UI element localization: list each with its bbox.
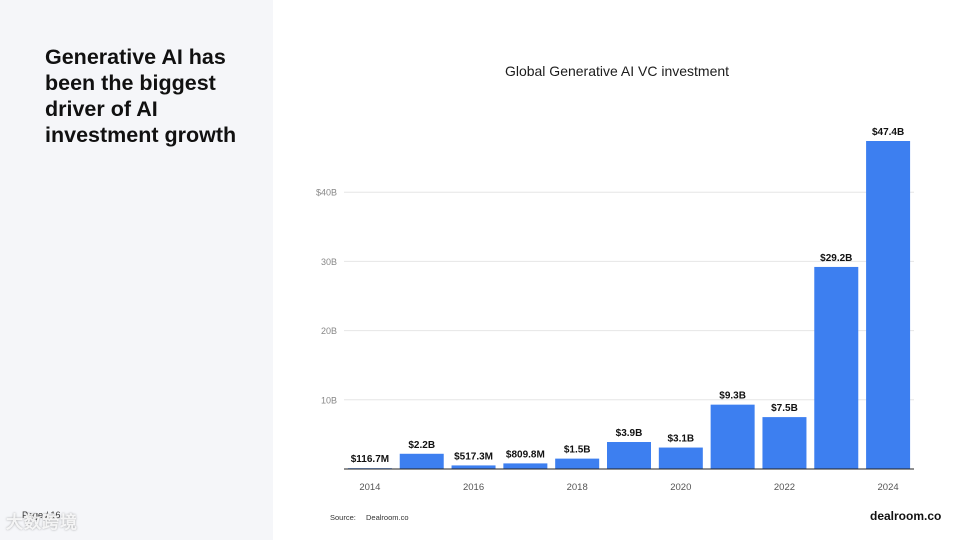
data-label-2019: $3.9B xyxy=(616,428,643,439)
chart-title: Global Generative AI VC investment xyxy=(504,63,730,79)
brand-logo: dealroom.co xyxy=(870,509,942,523)
x-tick-label: 2022 xyxy=(774,482,795,493)
data-label-2016: $517.3M xyxy=(454,451,493,462)
bar-2016 xyxy=(451,465,496,469)
headline: Generative AI has been the biggest drive… xyxy=(45,45,237,147)
y-tick-label: 30B xyxy=(321,257,337,267)
bar-2018 xyxy=(555,458,600,469)
x-tick-label: 2016 xyxy=(463,482,484,493)
bar-2019 xyxy=(607,442,651,469)
left-panel: Generative AI has been the biggest drive… xyxy=(0,0,273,540)
bar-2020 xyxy=(658,447,703,469)
data-label-2024: $47.4B xyxy=(872,127,904,138)
bars xyxy=(347,141,911,470)
x-tick-label: 2018 xyxy=(567,482,588,493)
x-tick-label: 2014 xyxy=(359,482,380,493)
page-label: Page / 16 xyxy=(22,510,61,520)
data-label-2022: $7.5B xyxy=(771,403,798,414)
y-tick-label: $40B xyxy=(316,188,337,198)
y-axis-ticks: 10B 20B 30B $40B xyxy=(316,188,337,406)
data-label-2015: $2.2B xyxy=(408,440,435,451)
data-labels: $116.7M $2.2B $517.3M $809.8M $1.5B $3.9B $3.1… xyxy=(351,127,904,465)
bar-2017 xyxy=(503,463,548,469)
bar-2021 xyxy=(710,404,755,469)
bar-2024 xyxy=(866,141,911,469)
bar-2023 xyxy=(814,266,859,469)
x-axis-ticks: 2014 2016 2018 2020 2022 2024 xyxy=(359,482,898,493)
y-tick-label: 10B xyxy=(321,395,337,405)
bar-2015 xyxy=(399,453,444,469)
bar-2022 xyxy=(762,417,807,469)
source-value: Dealroom.co xyxy=(366,513,409,522)
data-label-2023: $29.2B xyxy=(820,253,852,264)
data-label-2018: $1.5B xyxy=(564,445,591,456)
x-tick-label: 2024 xyxy=(878,482,899,493)
watermark: 大数跨境 xyxy=(6,513,78,532)
data-label-2020: $3.1B xyxy=(667,434,694,445)
x-tick-label: 2020 xyxy=(670,482,691,493)
data-label-2017: $809.8M xyxy=(506,449,545,460)
source-label: Source: xyxy=(330,513,356,522)
data-label-2014: $116.7M xyxy=(351,454,389,465)
y-tick-label: 20B xyxy=(321,326,337,336)
data-label-2021: $9.3B xyxy=(719,391,746,402)
